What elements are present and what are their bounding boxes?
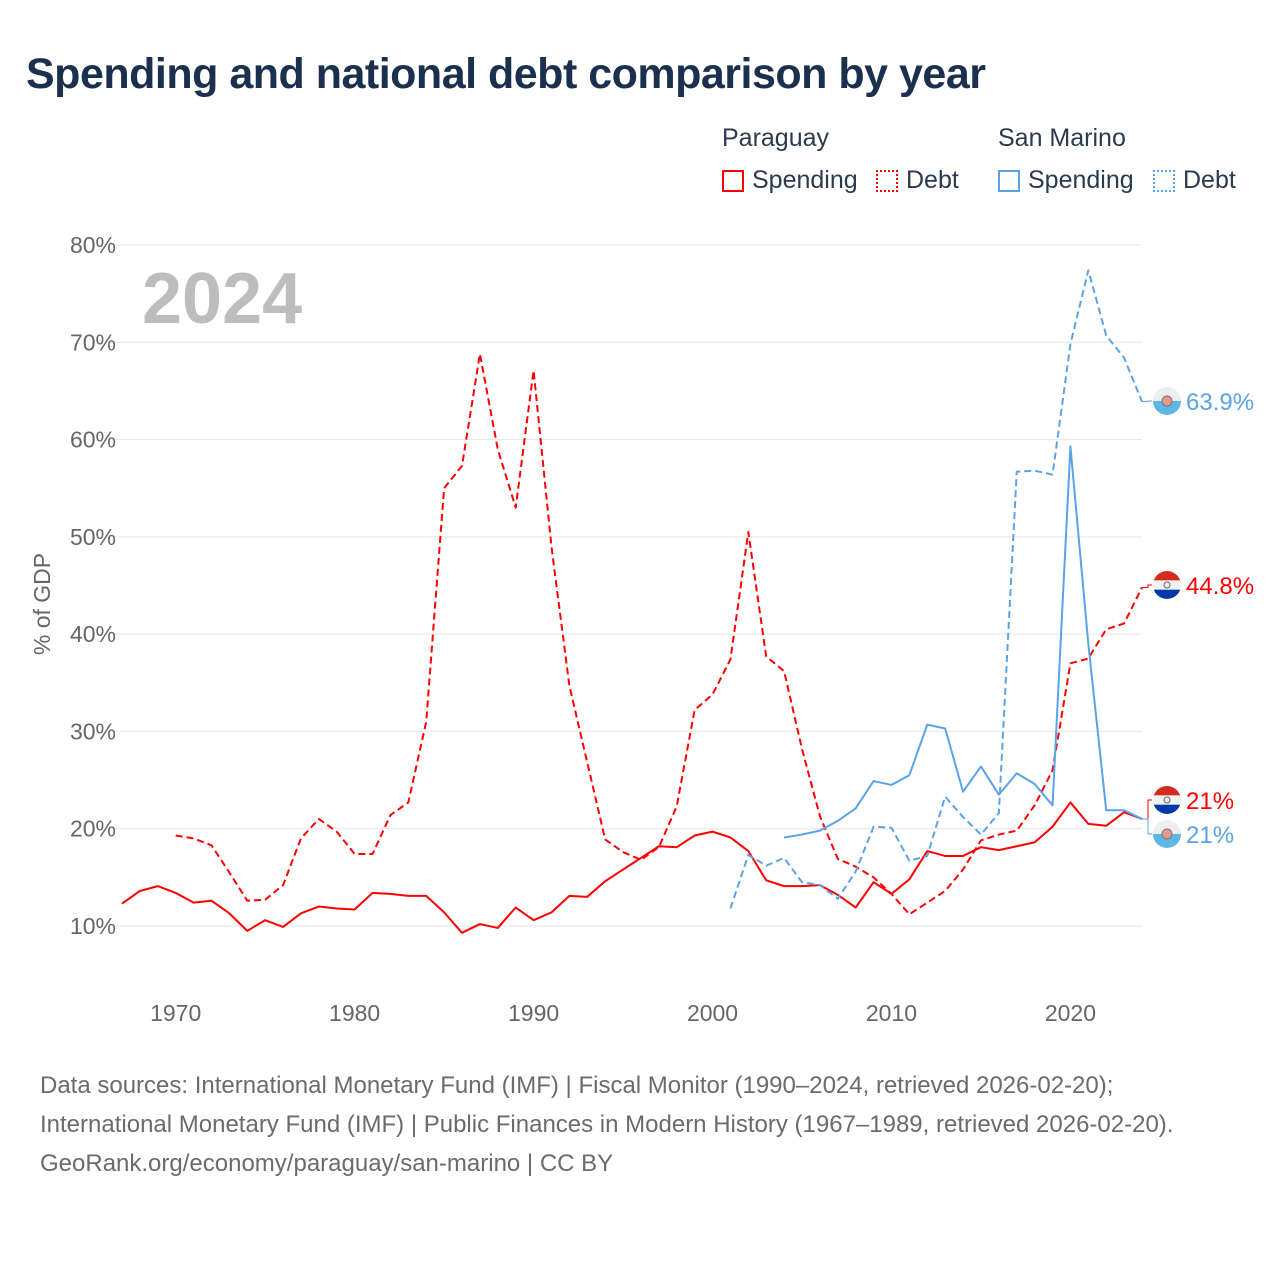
end-value-label: 21% bbox=[1186, 822, 1234, 849]
y-tick-label: 50% bbox=[70, 524, 116, 550]
legend-paraguay-spending[interactable]: Spending bbox=[722, 166, 858, 195]
paraguay-flag-icon bbox=[1153, 571, 1181, 599]
y-tick-label: 80% bbox=[70, 232, 116, 258]
y-tick-label: 70% bbox=[70, 329, 116, 355]
legend-label: Spending bbox=[1028, 166, 1134, 194]
credit-link[interactable]: GeoRank.org/economy/paraguay/san-marino … bbox=[40, 1150, 614, 1177]
flag-stripe-white bbox=[1153, 387, 1181, 401]
x-tick-label: 1990 bbox=[508, 1000, 559, 1026]
legend-label: Debt bbox=[906, 166, 959, 194]
y-axis-label: % of GDP bbox=[29, 553, 55, 655]
flag-emblem bbox=[1163, 581, 1171, 589]
series-line-paraguay-debt bbox=[175, 352, 1143, 916]
flag-stripe-red bbox=[1153, 571, 1181, 581]
footer: Data sources: International Monetary Fun… bbox=[40, 1066, 1240, 1183]
flag-stripe-white bbox=[1153, 820, 1181, 834]
y-tick-label: 40% bbox=[70, 621, 116, 647]
san-marino-flag-icon bbox=[1153, 387, 1181, 415]
flag-stripe-white bbox=[1153, 580, 1181, 590]
x-tick-label: 2000 bbox=[687, 1000, 738, 1026]
label-connector bbox=[1142, 799, 1152, 820]
end-value-label: 63.9% bbox=[1186, 389, 1254, 416]
y-tick-label: 10% bbox=[70, 913, 116, 939]
flag-stripe-blue bbox=[1153, 401, 1181, 415]
flag-stripe-white bbox=[1153, 795, 1181, 805]
legend-group-san-marino: San Marino bbox=[998, 124, 1126, 152]
x-tick-label: 2010 bbox=[866, 1000, 917, 1026]
flag-body bbox=[1153, 571, 1181, 599]
legend-group-paraguay: Paraguay bbox=[722, 124, 830, 152]
legend-swatch-solid bbox=[998, 169, 1020, 192]
paraguay-flag-icon bbox=[1153, 786, 1181, 814]
y-tick-label: 20% bbox=[70, 816, 116, 842]
chart-area: 2024 % of GDP 10% 20% 30% 40% 50% 60% 70% 80% 19… bbox=[29, 232, 1254, 1026]
series-line-paraguay-spending bbox=[121, 801, 1143, 934]
legend-paraguay-debt[interactable]: Debt bbox=[876, 166, 959, 195]
legend-san-marino-spending[interactable]: Spending bbox=[998, 166, 1134, 195]
y-tick-label: 30% bbox=[70, 718, 116, 744]
san-marino-flag-icon bbox=[1153, 820, 1181, 848]
y-tick-label: 60% bbox=[70, 427, 116, 453]
series-line-san-marino-debt bbox=[729, 269, 1143, 909]
end-value-label: 21% bbox=[1186, 788, 1234, 815]
flag-emblem bbox=[1161, 828, 1173, 840]
flag-stripe-blue bbox=[1153, 834, 1181, 848]
label-connector bbox=[1142, 584, 1152, 588]
flag-emblem bbox=[1161, 395, 1173, 407]
flag-stripe-blue bbox=[1153, 804, 1181, 814]
legend-swatch-dotted bbox=[1153, 169, 1175, 192]
flag-body bbox=[1153, 786, 1181, 814]
series-line-san-marino-spending bbox=[783, 445, 1143, 839]
flag-stripe-blue bbox=[1153, 589, 1181, 599]
legend-swatch-dotted bbox=[876, 169, 898, 192]
flag-body bbox=[1153, 387, 1181, 415]
flag-emblem bbox=[1163, 796, 1171, 804]
data-sources: Data sources: International Monetary Fun… bbox=[40, 1072, 1174, 1138]
legend-label: Spending bbox=[752, 166, 858, 194]
legend-swatch-solid bbox=[722, 169, 744, 192]
legend-label: Debt bbox=[1183, 166, 1236, 194]
x-tick-label: 1970 bbox=[150, 1000, 201, 1026]
chart-title: Spending and national debt comparison by… bbox=[26, 50, 986, 98]
label-connector bbox=[1142, 400, 1152, 403]
x-tick-label: 1980 bbox=[329, 1000, 380, 1026]
label-connector bbox=[1142, 818, 1152, 835]
x-tick-label: 2020 bbox=[1045, 1000, 1096, 1026]
flag-stripe-red bbox=[1153, 786, 1181, 796]
legend-san-marino-debt[interactable]: Debt bbox=[1153, 166, 1236, 195]
end-value-label: 44.8% bbox=[1186, 573, 1254, 600]
year-watermark: 2024 bbox=[142, 259, 302, 339]
flag-body bbox=[1153, 820, 1181, 848]
